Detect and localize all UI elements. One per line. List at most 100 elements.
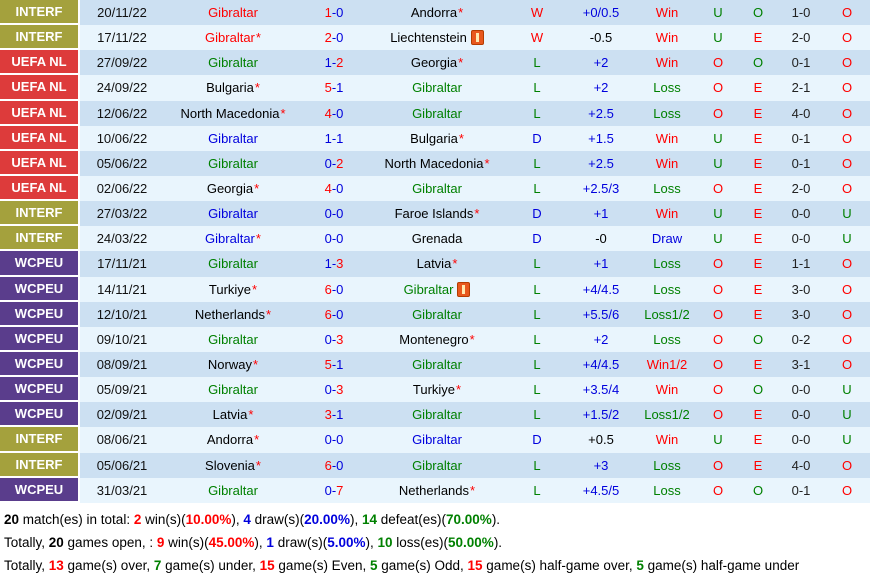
half-time-score: 0-0 <box>791 382 811 398</box>
away-team: Georgia * <box>366 50 508 75</box>
match-row: WCPEU 05/09/21 Gibraltar 0-3 Turkiye * L +3.5/4… <box>0 377 870 403</box>
over-under-flag: O <box>712 105 724 121</box>
odd-even-flag: E <box>753 357 763 373</box>
home-team: Gibraltar <box>164 126 302 151</box>
competition-badge: WCPEU <box>0 402 80 428</box>
score-dash: - <box>331 231 337 247</box>
summary-line-2: Totally, 20 games open, : 9 win(s)(45.00… <box>4 531 870 554</box>
competition-badge: INTERF <box>0 226 80 252</box>
match-row: UEFA NL 12/06/22 North Macedonia * 4-0 Gibral… <box>0 100 870 126</box>
away-team: Gibraltar <box>366 75 508 100</box>
summary-segment: 2 <box>133 511 142 527</box>
summary-segment: 70.00% <box>446 511 492 527</box>
result-letter: D <box>532 130 542 146</box>
away-team: Gibraltar <box>366 176 508 201</box>
away-team: Latvia * <box>366 251 508 276</box>
team-name: Netherlands <box>398 482 470 498</box>
summary-segment: 1 <box>266 534 274 550</box>
full-time-score: 5-1 <box>302 352 366 377</box>
competition-badge: UEFA NL <box>0 50 80 76</box>
ht-over-under-flag: O <box>841 155 853 171</box>
full-time-score: 1-3 <box>302 251 366 276</box>
handicap-verdict: Win <box>655 432 679 448</box>
odd-even-flag: E <box>753 206 763 222</box>
score-dash: - <box>331 407 337 423</box>
favourite-star-icon: * <box>458 5 464 21</box>
asian-handicap: +1.5 <box>588 130 614 146</box>
result-letter: L <box>533 306 541 322</box>
half-time-score: 0-1 <box>791 55 811 71</box>
full-time-score: 4-0 <box>302 176 366 201</box>
summary-segment: 20 <box>4 511 20 527</box>
team-name: Georgia <box>410 55 458 71</box>
full-time-score: 0-0 <box>302 226 366 251</box>
competition-badge: UEFA NL <box>0 100 80 126</box>
away-goals: 0 <box>336 306 344 322</box>
summary-segment: Totally, <box>4 534 49 550</box>
team-name: Faroe Islands <box>394 206 474 222</box>
team-name: Gibraltar <box>208 5 258 21</box>
result-letter: D <box>532 206 542 222</box>
asian-handicap: +4/4.5 <box>582 281 620 297</box>
home-goals: 0 <box>324 432 332 448</box>
competition-badge: UEFA NL <box>0 75 80 101</box>
match-date: 09/10/21 <box>96 331 148 347</box>
handicap-verdict: Loss <box>653 256 681 272</box>
summary-segment: defeat(es)( <box>376 511 447 527</box>
away-goals: 1 <box>336 357 344 373</box>
result-letter: L <box>533 357 541 373</box>
over-under-flag: U <box>713 5 723 21</box>
over-under-flag: O <box>712 407 724 423</box>
over-under-flag: O <box>712 281 724 297</box>
score-dash: - <box>331 331 337 347</box>
home-team: Slovenia * <box>164 453 302 478</box>
home-goals: 1 <box>324 256 332 272</box>
asian-handicap: +0.5 <box>588 432 614 448</box>
asian-handicap: +2 <box>593 55 609 71</box>
favourite-star-icon: * <box>254 181 260 197</box>
favourite-star-icon: * <box>254 80 260 96</box>
away-goals: 0 <box>336 5 344 21</box>
summary-segment: game(s) half-game over, <box>482 557 637 573</box>
over-under-flag: U <box>713 432 723 448</box>
favourite-star-icon: * <box>255 231 261 247</box>
half-time-score: 0-1 <box>791 482 811 498</box>
summary-segment: win(s)( <box>164 534 209 550</box>
summary-segment: draw(s)( <box>250 511 305 527</box>
favourite-star-icon: * <box>253 357 259 373</box>
team-name: Latvia <box>416 256 452 272</box>
handicap-verdict: Win <box>655 206 679 222</box>
summary-segment: 7 <box>153 557 162 573</box>
score-dash: - <box>331 457 337 473</box>
result-letter: L <box>533 457 541 473</box>
team-name: North Macedonia <box>384 155 484 171</box>
home-goals: 6 <box>324 457 332 473</box>
asian-handicap: +1.5/2 <box>582 407 620 423</box>
competition-badge: UEFA NL <box>0 150 80 176</box>
away-goals: 3 <box>336 331 344 347</box>
result-letter: L <box>533 80 541 96</box>
score-dash: - <box>331 256 337 272</box>
asian-handicap: +1 <box>593 256 609 272</box>
match-row: UEFA NL 27/09/22 Gibraltar 1-2 Georgia * L +2 Wi… <box>0 50 870 76</box>
full-time-score: 6-0 <box>302 277 366 302</box>
ht-over-under-flag: O <box>841 130 853 146</box>
odd-even-flag: O <box>752 482 764 498</box>
team-name: Liechtenstein <box>390 30 467 46</box>
home-goals: 0 <box>324 206 332 222</box>
half-time-score: 1-1 <box>791 256 811 272</box>
summary-segment: game(s) half-game under <box>643 557 800 573</box>
full-time-score: 0-3 <box>302 377 366 402</box>
ht-over-under-flag: O <box>841 256 853 272</box>
over-under-flag: O <box>712 382 724 398</box>
home-team: Latvia * <box>164 402 302 427</box>
summary-segment: games open, : <box>63 534 157 550</box>
favourite-star-icon: * <box>266 306 272 322</box>
away-goals: 3 <box>336 382 344 398</box>
ht-over-under-flag: U <box>842 407 852 423</box>
team-name: Gibraltar <box>412 181 462 197</box>
home-goals: 2 <box>324 30 332 46</box>
home-team: Georgia * <box>164 176 302 201</box>
competition-badge: WCPEU <box>0 276 80 302</box>
half-time-score: 2-1 <box>791 80 811 96</box>
